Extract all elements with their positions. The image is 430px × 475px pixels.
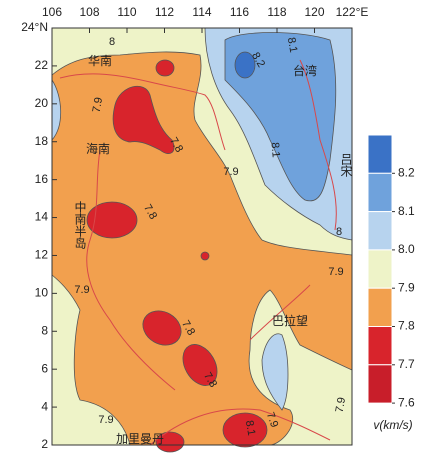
- contour-label: 7.9: [98, 414, 113, 426]
- contour-label: 8.1: [285, 36, 299, 53]
- y-tick-label: 22: [35, 58, 49, 72]
- x-tick-label: 122°E: [336, 5, 369, 19]
- colorbar-label: v(km/s): [373, 418, 412, 432]
- contour-label: 7.9: [223, 166, 238, 178]
- colorbar-swatch: [367, 134, 393, 174]
- coastline: [249, 284, 311, 341]
- x-tick-label: 110: [117, 5, 136, 19]
- y-tick-label: 18: [35, 134, 49, 148]
- colorbar-swatch: [367, 249, 393, 289]
- coastline: [149, 408, 331, 446]
- place-label: 加里曼丹: [116, 432, 164, 446]
- y-tick-label: 6: [41, 361, 48, 375]
- x-tick-label: 108: [79, 5, 99, 19]
- region-red: [182, 344, 218, 386]
- region-blue: [224, 32, 337, 202]
- region-red: [155, 431, 185, 453]
- colorbar-tick-label: 7.8: [398, 319, 415, 333]
- y-tick-label: 10: [35, 286, 49, 300]
- place-label: 海南: [86, 141, 110, 156]
- region-red: [112, 85, 175, 154]
- colorbar-swatch: [367, 211, 393, 251]
- region-red: [142, 310, 182, 346]
- contour-label: 8.1: [243, 419, 257, 436]
- y-tick-label: 2: [41, 437, 48, 451]
- region-red: [222, 412, 268, 448]
- region-orange: [51, 51, 353, 446]
- region-red: [86, 201, 138, 239]
- colorbar-tick-label: 8.1: [398, 204, 415, 218]
- colorbar-swatch: [367, 287, 393, 328]
- colorbar-tick-label: 7.7: [398, 357, 415, 371]
- place-label: 中南半岛: [73, 200, 87, 250]
- region-red: [200, 251, 210, 261]
- x-tick-label: 116: [230, 5, 249, 19]
- x-tick-label: 120: [304, 5, 324, 19]
- y-tick-label: 16: [35, 172, 49, 186]
- region-lightblue: [261, 333, 289, 411]
- colorbar-tick-label: 8.0: [398, 242, 415, 256]
- x-tick-label: 118: [267, 5, 286, 19]
- place-label: 台湾: [293, 63, 317, 78]
- y-tick-label: 20: [35, 96, 49, 110]
- region-red: [155, 59, 175, 77]
- contour-label: 7.9: [264, 411, 281, 429]
- x-tick-label: 112: [155, 5, 174, 19]
- contour-label: 8: [336, 226, 342, 238]
- contour-label: 7.9: [328, 266, 343, 278]
- contour-label: 8: [109, 36, 115, 48]
- colorbar-tick-label: 8.2: [398, 165, 415, 179]
- place-label: 吕宋: [339, 153, 353, 177]
- x-tick-label: 114: [192, 5, 211, 19]
- contour-label: 8.1: [268, 142, 281, 158]
- y-tick-label: 24°N: [21, 20, 48, 34]
- y-tick-label: 4: [41, 399, 48, 413]
- colorbar-tick-label: 7.9: [398, 280, 415, 294]
- coastline: [59, 73, 226, 151]
- colorbar-swatch: [367, 172, 393, 213]
- place-label: 巴拉望: [272, 313, 308, 328]
- colorbar-tick-label: 7.6: [398, 395, 415, 409]
- place-label: 华南: [88, 53, 112, 68]
- region-darkblue: [234, 51, 256, 79]
- colorbar-swatch: [367, 364, 393, 404]
- coastline: [299, 59, 337, 231]
- y-tick-label: 8: [41, 323, 48, 337]
- contour-label: 7.9: [91, 96, 105, 113]
- coastline: [86, 149, 176, 391]
- y-tick-label: 14: [35, 210, 49, 224]
- x-tick-label: 106: [42, 5, 62, 19]
- contour-label: 7.9: [334, 396, 348, 413]
- colorbar-swatch: [367, 326, 393, 366]
- contour-label: 7.9: [74, 284, 89, 296]
- y-tick-label: 12: [35, 248, 49, 262]
